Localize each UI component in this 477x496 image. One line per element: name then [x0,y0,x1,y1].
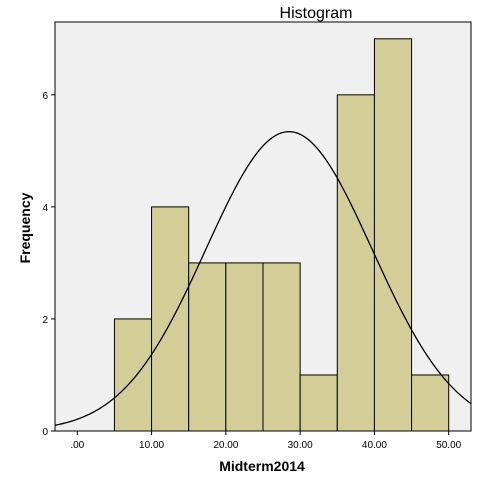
x-tick-label: .00 [70,440,84,451]
x-tick-label: 10.00 [139,440,164,451]
chart-title: Histogram [280,5,353,22]
y-axis-label: Frequency [17,192,33,263]
y-tick-label: 2 [42,315,48,326]
histogram-bar-3 [188,262,227,432]
histogram-bar-9 [411,374,450,432]
normal-curve [54,131,472,426]
x-tick-label: 30.00 [288,440,313,451]
y-tick-label: 6 [42,91,48,102]
x-tick-label: 20.00 [213,440,238,451]
histogram-bar-5 [262,262,301,432]
y-tick-label: 4 [42,203,48,214]
histogram-bar-6 [299,374,338,432]
histogram-bar-7 [336,94,375,432]
x-tick-label: 50.00 [436,440,461,451]
x-tick-label: 40.00 [362,440,387,451]
histogram-bar-8 [373,38,413,432]
histogram-bar-1 [113,318,153,432]
y-tick-label: 0 [42,427,48,438]
histogram-bar-4 [225,262,264,432]
histogram-bar-2 [151,206,190,432]
x-axis-label: Midterm2014 [219,458,305,474]
